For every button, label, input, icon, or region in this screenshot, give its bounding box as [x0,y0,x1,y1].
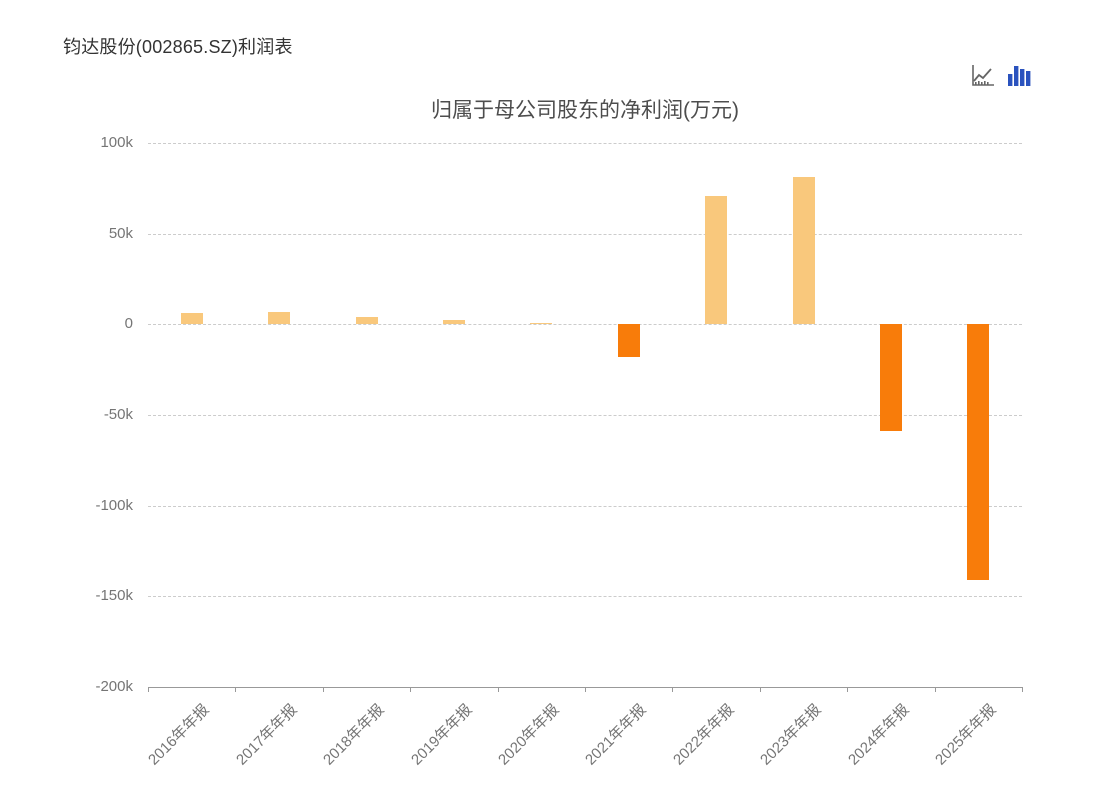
x-axis-tick [235,687,237,692]
x-axis-tick [148,687,149,692]
x-axis-label-2023年年报: 2023年年报 [757,701,825,769]
y-axis-label-100k: 100k [100,134,133,151]
x-axis-tick [934,687,936,692]
gridline--50k [148,415,1022,416]
x-axis-label-2018年年报: 2018年年报 [320,701,388,769]
x-axis-tick [585,687,586,692]
bar-2021年年报[interactable] [617,324,640,357]
x-axis-tick [672,687,674,692]
bar-2019年年报[interactable] [442,320,465,325]
bar-2020年年报[interactable] [530,322,553,325]
x-axis-label-2022年年报: 2022年年报 [669,701,738,769]
gridline--150k [148,596,1022,598]
y-axis-label--200k: -200k [95,678,133,695]
x-axis-tick [847,687,849,692]
y-axis-label--50k: -50k [103,406,133,423]
gridline-50k [148,233,1022,235]
bar-2016年年报[interactable] [180,312,203,325]
y-axis-label--150k: -150k [95,587,133,605]
x-axis-label-2020年年报: 2020年年报 [494,701,563,769]
gridline-100k [148,143,1022,144]
x-axis-tick [759,687,761,692]
x-axis-tick [322,687,324,692]
bar-2023年年报[interactable] [792,177,815,325]
bar-2025年年报[interactable] [967,324,990,580]
bar-2024年年报[interactable] [879,324,902,432]
bar-2017年年报[interactable] [268,312,291,325]
bar-2018年年报[interactable] [355,316,378,325]
chart-type-toolbar [970,62,1032,88]
x-axis-label-2019年年报: 2019年年报 [407,701,476,769]
gridline--100k [148,505,1022,507]
bar-chart-icon[interactable] [1006,62,1032,88]
x-axis-label-2021年年报: 2021年年报 [582,701,650,769]
bar-2022年年报[interactable] [705,195,728,325]
x-axis-label-2017年年报: 2017年年报 [232,701,301,769]
gridline-0 [148,324,1022,326]
x-axis-label-2016年年报: 2016年年报 [145,701,213,769]
x-axis-tick [410,687,412,692]
x-axis-tick [497,687,499,692]
line-chart-icon[interactable] [970,62,996,88]
x-axis-tick [1022,687,1023,692]
y-axis-label-50k: 50k [108,224,133,242]
chart-title: 归属于母公司股东的净利润(万元) [431,99,739,122]
page-title: 钧达股份(002865.SZ)利润表 [63,37,293,57]
y-axis-label-0: 0 [124,315,133,333]
x-axis-label-2024年年报: 2024年年报 [844,701,913,769]
x-axis-label-2025年年报: 2025年年报 [931,701,1000,769]
y-axis-label--100k: -100k [95,496,133,514]
